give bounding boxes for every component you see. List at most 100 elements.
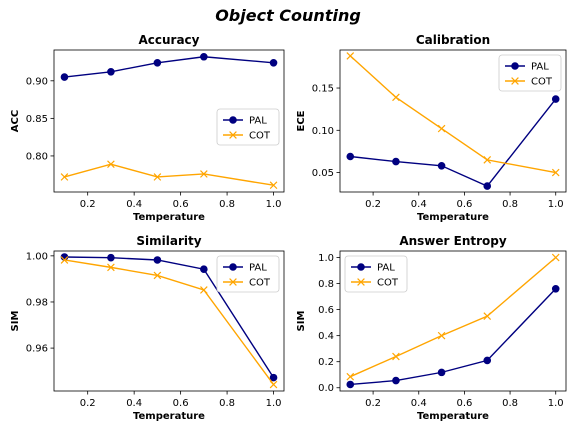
panel-title: Calibration (416, 33, 490, 47)
x-tick-label: 0.6 (456, 398, 472, 409)
data-point-cot (269, 181, 278, 190)
data-point-cot (392, 352, 400, 361)
y-tick-label: 0.85 (26, 114, 48, 125)
x-tick-label: 1.0 (266, 199, 282, 210)
legend-marker-pal (357, 263, 365, 271)
data-point-pal (483, 182, 492, 190)
legend-marker-pal (229, 263, 237, 271)
x-tick-label: 0.4 (126, 199, 142, 210)
data-point-pal (551, 284, 560, 293)
x-tick-label: 0.6 (456, 199, 472, 210)
panel-title: Answer Entropy (399, 234, 507, 248)
chart-answer-entropy: 0.2 0.4 0.6 0.8 1.0 0.0 0.2 0.4 0.6 0.8 1.0 Answer … (296, 234, 567, 422)
x-tick-label: 0.6 (173, 398, 189, 409)
x-tick-label: 0.2 (80, 398, 96, 409)
series-line-cot (64, 163, 274, 186)
data-point-cot (107, 160, 115, 169)
data-point-pal (346, 152, 355, 161)
x-tick-label: 0.4 (126, 398, 142, 409)
y-tick-label: 0.6 (318, 305, 334, 316)
data-point-pal (551, 95, 560, 103)
data-point-pal (392, 376, 400, 385)
legend-label-cot: COT (531, 77, 553, 88)
series-line-pal (64, 56, 274, 78)
data-point-cot (153, 173, 162, 181)
data-point-cot (269, 380, 278, 389)
series-line-pal (350, 98, 557, 187)
data-point-cot (392, 93, 400, 102)
chart-calibration: 0.2 0.4 0.6 0.8 1.0 0.05 0.10 0.15 Calibration Te… (296, 33, 567, 223)
y-tick-label: 0.10 (312, 126, 334, 137)
y-tick-label: 0.4 (318, 331, 334, 342)
legend-marker-pal (511, 62, 519, 70)
data-point-cot (200, 286, 208, 294)
data-point-pal (437, 161, 446, 170)
x-tick-label: 0.8 (502, 398, 518, 409)
plot-area (53, 250, 285, 392)
panel-title: Similarity (136, 234, 201, 248)
data-point-pal (153, 58, 162, 67)
legend-label-cot: COT (249, 278, 271, 289)
data-point-cot (483, 156, 492, 164)
data-point-cot (551, 253, 560, 262)
data-point-cot (346, 372, 355, 381)
y-tick-label: 0.15 (312, 84, 334, 95)
data-point-cot (200, 170, 208, 178)
data-point-cot (60, 173, 69, 181)
figure-title: Object Counting (215, 6, 361, 25)
plot-area (339, 250, 567, 392)
data-point-cot (483, 312, 492, 320)
legend-marker-cot (229, 278, 237, 286)
y-tick-label: 0.90 (26, 76, 48, 87)
legend-marker-cot (229, 131, 237, 139)
data-point-cot (551, 168, 560, 177)
y-tick-label: 1.0 (318, 253, 334, 264)
y-axis-label: SIM (10, 311, 21, 332)
y-axis-label: ECE (296, 110, 307, 131)
x-axis-label: Temperature (417, 411, 489, 422)
series-line-pal (350, 288, 557, 386)
data-point-cot (107, 263, 115, 272)
x-axis-label: Temperature (417, 212, 489, 223)
legend-label-cot: COT (249, 131, 271, 142)
legend: PAL COT (498, 54, 562, 92)
data-point-cot (60, 256, 69, 264)
x-axis-label: Temperature (133, 411, 205, 422)
y-axis-label: ACC (10, 110, 21, 132)
legend: PAL COT (216, 108, 280, 146)
x-tick-label: 0.4 (411, 199, 427, 210)
legend-label-pal: PAL (249, 116, 267, 127)
x-tick-label: 0.2 (365, 398, 381, 409)
legend-label-cot: COT (377, 278, 399, 289)
data-point-pal (437, 368, 446, 377)
data-point-pal (107, 67, 115, 76)
data-point-cot (346, 52, 355, 60)
data-point-pal (200, 52, 208, 61)
panel-title: Accuracy (138, 33, 199, 47)
y-tick-label: 0.80 (26, 151, 48, 162)
data-point-pal (392, 157, 400, 166)
legend-label-pal: PAL (531, 62, 549, 73)
data-point-pal (200, 265, 208, 274)
y-tick-label: 0.0 (318, 383, 334, 394)
y-tick-label: 0.05 (312, 168, 334, 179)
legend-label-pal: PAL (249, 263, 267, 274)
data-point-pal (153, 256, 162, 264)
legend-marker-cot (511, 77, 519, 85)
x-tick-label: 1.0 (548, 398, 564, 409)
x-tick-label: 1.0 (266, 398, 282, 409)
data-point-pal (107, 253, 115, 262)
y-axis-label: SIM (296, 311, 307, 332)
legend-marker-pal (229, 116, 237, 124)
legend: PAL COT (344, 255, 408, 293)
x-tick-label: 0.2 (80, 199, 96, 210)
data-point-cot (437, 124, 446, 133)
data-point-pal (269, 373, 278, 382)
y-tick-label: 1.00 (26, 251, 48, 262)
x-tick-label: 0.8 (219, 398, 235, 409)
legend-marker-cot (357, 278, 365, 286)
plot-area (339, 49, 567, 193)
x-tick-label: 0.2 (365, 199, 381, 210)
data-point-pal (269, 58, 278, 67)
